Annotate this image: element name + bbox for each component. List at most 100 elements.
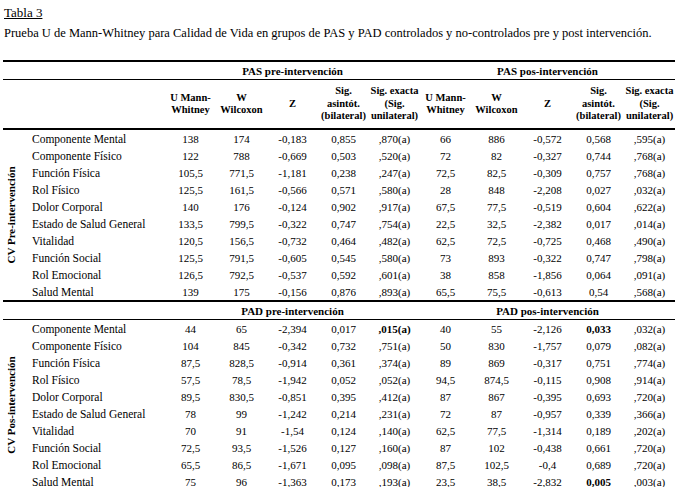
row-label: Dolor Corporal (19, 388, 165, 405)
value-cell: 65,5 (420, 283, 471, 301)
table-row: Estado de Salud General7899-1,2420,214,2… (3, 405, 675, 422)
value-cell: -1,757 (522, 337, 573, 354)
value-cell: 874,5 (471, 371, 522, 388)
value-cell: ,774(a) (624, 354, 675, 371)
value-cell: ,374(a) (369, 354, 420, 371)
row-label: Rol Emocional (19, 266, 165, 283)
table-number-title: Tabla 3 (4, 5, 676, 21)
value-cell: 65 (216, 320, 267, 338)
value-cell: ,520(a) (369, 147, 420, 164)
table-row: Dolor Corporal140176-0,1240,902,917(a)67… (3, 198, 675, 215)
value-cell: -0,327 (522, 147, 573, 164)
row-label: Salud Mental (19, 473, 165, 487)
column-header: U Mann-Whitney (420, 80, 471, 130)
value-cell: 0,503 (318, 147, 369, 164)
value-cell: 0,468 (573, 232, 624, 249)
value-cell: ,193(a) (369, 473, 420, 487)
value-cell: 156,5 (216, 232, 267, 249)
row-label: Función Social (19, 439, 165, 456)
value-cell: 125,5 (165, 181, 216, 198)
value-cell: 0,545 (318, 249, 369, 266)
value-cell: 791,5 (216, 249, 267, 266)
value-cell: 133,5 (165, 215, 216, 232)
value-cell: 23,5 (420, 473, 471, 487)
table-caption: Prueba U de Mann-Whitney para Calidad de… (4, 26, 676, 41)
table-row: Rol Físico57,578,5-1,9420,052,052(a)94,5… (3, 371, 675, 388)
section-band-label: PAS pre-intervención (165, 61, 420, 80)
value-cell: -0,4 (522, 456, 573, 473)
value-cell: 0,017 (318, 320, 369, 338)
column-header: W Wilcoxon (216, 80, 267, 130)
value-cell: 0,908 (573, 371, 624, 388)
value-cell: ,580(a) (369, 249, 420, 266)
value-cell: 62,5 (420, 232, 471, 249)
value-cell: -0,519 (522, 198, 573, 215)
value-cell: ,014(a) (624, 215, 675, 232)
value-cell: 75 (165, 473, 216, 487)
value-cell: ,768(a) (624, 164, 675, 181)
value-cell: 176 (216, 198, 267, 215)
value-cell: 57,5 (165, 371, 216, 388)
value-cell: 66 (420, 129, 471, 147)
value-cell: ,720(a) (624, 456, 675, 473)
value-cell: ,160(a) (369, 439, 420, 456)
value-cell: 70 (165, 422, 216, 439)
value-cell: 0,095 (318, 456, 369, 473)
table-corner (3, 80, 165, 130)
table-row: Salud Mental139175-0,1560,876,893(a)65,5… (3, 283, 675, 301)
band-row: PAS pre-intervenciónPAS pos-intervención (3, 61, 675, 80)
table-body: CV Pre-intervenciónComponente Mental1381… (3, 129, 675, 487)
value-cell: -1,363 (267, 473, 318, 487)
row-label: Función Social (19, 249, 165, 266)
value-cell: -0,725 (522, 232, 573, 249)
value-cell: 38,5 (471, 473, 522, 487)
value-cell: 0,571 (318, 181, 369, 198)
value-cell: ,140(a) (369, 422, 420, 439)
value-cell: 93,5 (216, 439, 267, 456)
value-cell: 78,5 (216, 371, 267, 388)
value-cell: ,412(a) (369, 388, 420, 405)
value-cell: -2,126 (522, 320, 573, 338)
table-header: PAS pre-intervenciónPAS pos-intervención… (3, 61, 675, 129)
value-cell: 102 (471, 439, 522, 456)
value-cell: 89,5 (165, 388, 216, 405)
value-cell: -0,322 (522, 249, 573, 266)
value-cell: -1,671 (267, 456, 318, 473)
value-cell: -2,394 (267, 320, 318, 338)
document-page: Tabla 3 Prueba U de Mann-Whitney para Ca… (0, 0, 678, 487)
table-row: Función Social125,5791,5-0,6050,545,580(… (3, 249, 675, 266)
column-header: W Wilcoxon (471, 80, 522, 130)
value-cell: 0,361 (318, 354, 369, 371)
value-cell: 86,5 (216, 456, 267, 473)
value-cell: -0,342 (267, 337, 318, 354)
value-cell: 893 (471, 249, 522, 266)
value-cell: 105,5 (165, 164, 216, 181)
table-corner (3, 61, 165, 80)
value-cell: -0,605 (267, 249, 318, 266)
value-cell: -0,438 (522, 439, 573, 456)
value-cell: -0,537 (267, 266, 318, 283)
value-cell: 0,214 (318, 405, 369, 422)
value-cell: ,893(a) (369, 283, 420, 301)
value-cell: 87 (471, 405, 522, 422)
row-label: Rol Emocional (19, 456, 165, 473)
value-cell: 867 (471, 388, 522, 405)
value-cell: 91 (216, 422, 267, 439)
table-row: Rol Emocional126,5792,5-0,5370,592,601(a… (3, 266, 675, 283)
value-cell: 89 (420, 354, 471, 371)
value-cell: ,768(a) (624, 147, 675, 164)
value-cell: 0,005 (573, 473, 624, 487)
value-cell: 140 (165, 198, 216, 215)
table-row: Componente Físico104845-0,3420,732,751(a… (3, 337, 675, 354)
value-cell: 0,189 (573, 422, 624, 439)
value-cell: 77,5 (471, 422, 522, 439)
value-cell: -0,957 (522, 405, 573, 422)
value-cell: 771,5 (216, 164, 267, 181)
row-label: Componente Mental (19, 129, 165, 147)
value-cell: 22,5 (420, 215, 471, 232)
value-cell: 175 (216, 283, 267, 301)
value-cell: 55 (471, 320, 522, 338)
value-cell: 788 (216, 147, 267, 164)
value-cell: ,580(a) (369, 181, 420, 198)
value-cell: 87,5 (420, 456, 471, 473)
